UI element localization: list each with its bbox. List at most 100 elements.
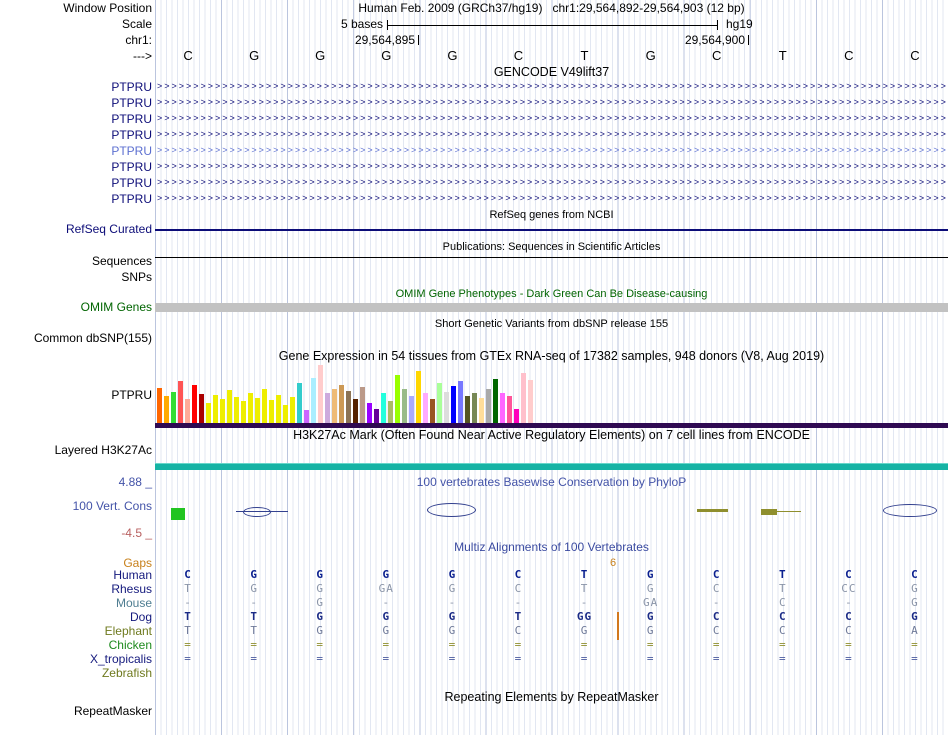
gencode-transcript-line[interactable]: >>>>>>>>>>>>>>>>>>>>>>>>>>>>>>>>>>>>>>>>… [157, 161, 946, 171]
gtex-expression-bar[interactable] [269, 400, 274, 423]
gtex-expression-bar[interactable] [367, 403, 372, 423]
gtex-expression-bar[interactable] [451, 386, 456, 423]
gtex-expression-bar[interactable] [402, 389, 407, 423]
gtex-expression-bar[interactable] [486, 389, 491, 423]
gencode-transcript-line[interactable]: >>>>>>>>>>>>>>>>>>>>>>>>>>>>>>>>>>>>>>>>… [157, 193, 946, 203]
gtex-expression-bar[interactable] [304, 410, 309, 423]
gencode-transcript-line[interactable]: >>>>>>>>>>>>>>>>>>>>>>>>>>>>>>>>>>>>>>>>… [157, 145, 946, 155]
gtex-expression-bar[interactable] [437, 383, 442, 423]
gencode-row-label[interactable]: PTPRU [111, 160, 152, 174]
gtex-gene-label[interactable]: PTPRU [111, 388, 152, 402]
phylop-track-title[interactable]: 100 vertebrates Basewise Conservation by… [416, 475, 687, 489]
gtex-expression-bar[interactable] [241, 401, 246, 423]
gtex-expression-bar[interactable] [507, 396, 512, 423]
gtex-expression-bar[interactable] [353, 399, 358, 423]
gtex-expression-chart[interactable] [157, 363, 533, 423]
gtex-expression-bar[interactable] [276, 395, 281, 423]
gtex-expression-bar[interactable] [528, 380, 533, 423]
gtex-expression-bar[interactable] [199, 394, 204, 423]
repeatmasker-track-title[interactable]: Repeating Elements by RepeatMasker [444, 690, 659, 704]
gtex-expression-bar[interactable] [430, 399, 435, 423]
gencode-transcript-line[interactable]: >>>>>>>>>>>>>>>>>>>>>>>>>>>>>>>>>>>>>>>>… [157, 81, 946, 91]
gtex-expression-bar[interactable] [339, 385, 344, 423]
multiz-species-label[interactable]: Rhesus [111, 582, 152, 596]
gtex-expression-bar[interactable] [325, 393, 330, 423]
gtex-expression-bar[interactable] [318, 365, 323, 423]
omim-genes-label[interactable]: OMIM Genes [80, 300, 152, 314]
gtex-expression-bar[interactable] [248, 393, 253, 423]
gtex-expression-bar[interactable] [311, 378, 316, 423]
dbsnp-label[interactable]: Common dbSNP(155) [33, 331, 152, 345]
gtex-expression-bar[interactable] [388, 401, 393, 423]
gtex-expression-bar[interactable] [360, 387, 365, 423]
gencode-row-label[interactable]: PTPRU [111, 128, 152, 142]
snps-label[interactable]: SNPs [121, 270, 152, 284]
gencode-row-label[interactable]: PTPRU [111, 80, 152, 94]
omim-gene-bar[interactable] [155, 303, 948, 312]
gtex-expression-bar[interactable] [213, 395, 218, 423]
gtex-expression-bar[interactable] [164, 396, 169, 423]
gtex-expression-bar[interactable] [255, 398, 260, 423]
phylop-rect[interactable] [761, 509, 777, 515]
refseq-track-title[interactable]: RefSeq genes from NCBI [489, 209, 614, 221]
gtex-expression-bar[interactable] [332, 389, 337, 423]
gtex-expression-bar[interactable] [171, 392, 176, 423]
repeatmasker-label[interactable]: RepeatMasker [73, 704, 152, 718]
gtex-expression-bar[interactable] [423, 393, 428, 423]
gtex-expression-bar[interactable] [493, 379, 498, 423]
phylop-line[interactable] [777, 511, 801, 512]
gtex-track-title[interactable]: Gene Expression in 54 tissues from GTEx … [278, 349, 825, 363]
gtex-expression-bar[interactable] [444, 392, 449, 423]
phylop-track-label[interactable]: 100 Vert. Cons [72, 499, 152, 513]
gtex-expression-bar[interactable] [472, 393, 477, 423]
omim-track-title[interactable]: OMIM Gene Phenotypes - Dark Green Can Be… [395, 288, 708, 300]
gencode-track-title[interactable]: GENCODE V49lift37 [493, 65, 610, 79]
gtex-expression-bar[interactable] [178, 381, 183, 423]
sequences-item[interactable] [155, 257, 948, 258]
gencode-row-label[interactable]: PTPRU [111, 112, 152, 126]
gencode-transcript-line[interactable]: >>>>>>>>>>>>>>>>>>>>>>>>>>>>>>>>>>>>>>>>… [157, 113, 946, 123]
multiz-species-label[interactable]: X_tropicalis [89, 652, 152, 666]
gencode-row-label[interactable]: PTPRU [111, 176, 152, 190]
multiz-species-label[interactable]: Dog [129, 610, 152, 624]
phylop-rect[interactable] [697, 509, 728, 512]
gtex-expression-bar[interactable] [157, 388, 162, 423]
phylop-lens[interactable] [883, 504, 937, 517]
multiz-species-label[interactable]: Elephant [104, 624, 152, 638]
gtex-expression-bar[interactable] [514, 409, 519, 423]
refseq-curated-label[interactable]: RefSeq Curated [65, 222, 152, 236]
multiz-species-label[interactable]: Mouse [115, 596, 152, 610]
refseq-curated-item[interactable] [155, 229, 948, 231]
phylop-rect[interactable] [171, 508, 185, 520]
gtex-expression-bar[interactable] [521, 373, 526, 423]
gtex-expression-bar[interactable] [283, 405, 288, 423]
gencode-row-label[interactable]: PTPRU [111, 192, 152, 206]
phylop-lens[interactable] [427, 503, 476, 517]
gtex-expression-bar[interactable] [479, 398, 484, 423]
gtex-expression-bar[interactable] [346, 391, 351, 423]
gtex-expression-bar[interactable] [234, 397, 239, 423]
dbsnp-track-title[interactable]: Short Genetic Variants from dbSNP releas… [434, 318, 669, 330]
multiz-species-label[interactable]: Human [113, 568, 152, 582]
gencode-transcript-line[interactable]: >>>>>>>>>>>>>>>>>>>>>>>>>>>>>>>>>>>>>>>>… [157, 177, 946, 187]
gtex-expression-bar[interactable] [416, 371, 421, 423]
multiz-track-title[interactable]: Multiz Alignments of 100 Vertebrates [454, 540, 649, 554]
h3k27ac-signal-band[interactable] [155, 463, 948, 470]
gencode-transcript-line[interactable]: >>>>>>>>>>>>>>>>>>>>>>>>>>>>>>>>>>>>>>>>… [157, 129, 946, 139]
gtex-expression-bar[interactable] [297, 383, 302, 423]
gtex-expression-bar[interactable] [206, 403, 211, 423]
gencode-row-label[interactable]: PTPRU [111, 96, 152, 110]
gtex-expression-bar[interactable] [220, 399, 225, 423]
gtex-expression-bar[interactable] [395, 375, 400, 423]
h3k27ac-track-title[interactable]: H3K27Ac Mark (Often Found Near Active Re… [293, 428, 810, 442]
multiz-species-label[interactable]: Chicken [108, 638, 152, 652]
multiz-species-label[interactable]: Zebrafish [101, 666, 152, 680]
gtex-expression-bar[interactable] [374, 409, 379, 423]
sequences-label[interactable]: Sequences [91, 254, 152, 268]
gtex-expression-bar[interactable] [465, 396, 470, 423]
gtex-expression-bar[interactable] [262, 389, 267, 423]
gtex-expression-bar[interactable] [290, 397, 295, 423]
gtex-expression-bar[interactable] [192, 385, 197, 423]
gtex-expression-bar[interactable] [381, 393, 386, 423]
gtex-expression-bar[interactable] [227, 390, 232, 423]
